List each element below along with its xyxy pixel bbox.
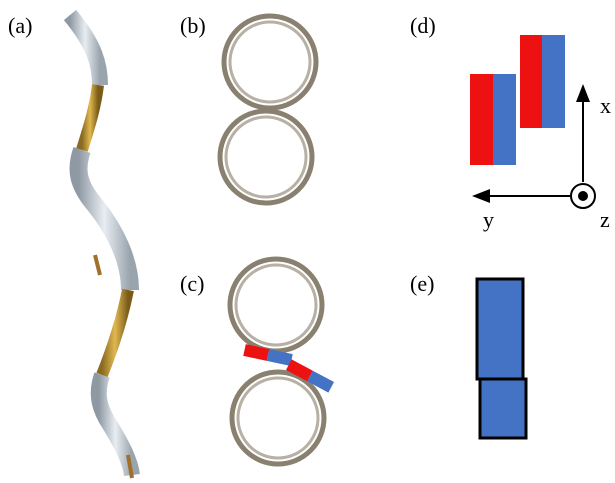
axis-label: x xyxy=(600,93,611,118)
magnet xyxy=(243,344,292,366)
helix xyxy=(70,15,132,478)
panel-label: (a) xyxy=(8,13,32,38)
magnets-d xyxy=(470,35,565,165)
axis-label: z xyxy=(600,207,610,232)
magnets-e xyxy=(477,279,526,438)
panel-label: (b) xyxy=(180,13,206,38)
panel-label: (d) xyxy=(410,13,436,38)
figure: (a) (b) (c) (d) (e) xyxy=(0,0,615,483)
panel-label: (e) xyxy=(410,271,434,296)
panel-label: (c) xyxy=(180,271,204,296)
axis-label: y xyxy=(483,207,494,232)
coils-b xyxy=(220,16,316,203)
